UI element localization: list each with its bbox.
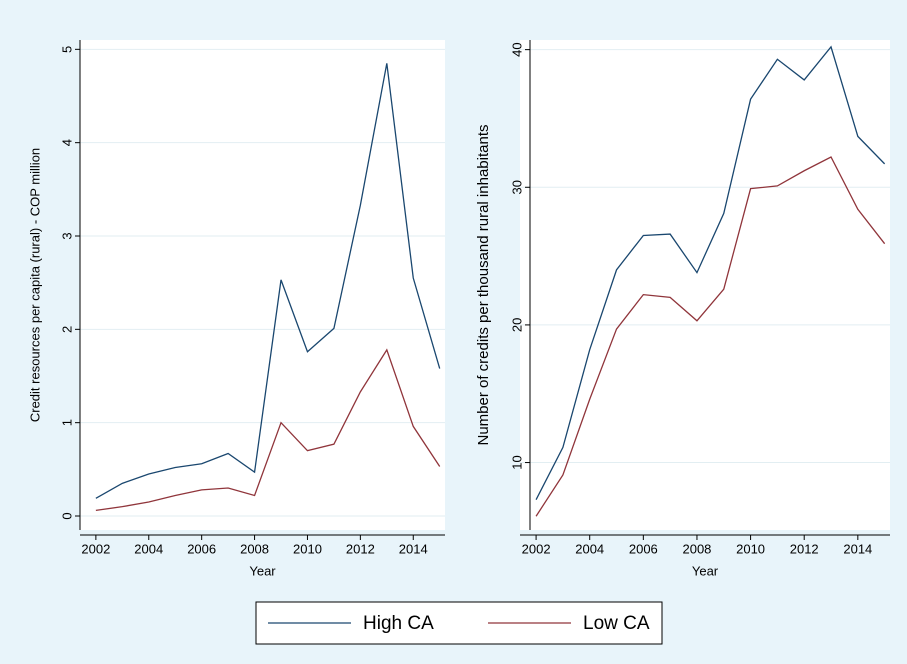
- y-tick-label: 10: [509, 455, 524, 469]
- x-axis-title: Year: [692, 563, 719, 578]
- y-tick-label: 3: [59, 232, 74, 239]
- y-tick-label: 20: [509, 318, 524, 332]
- x-axis-title: Year: [249, 563, 276, 578]
- x-tick-label: 2002: [522, 541, 551, 556]
- x-tick-label: 2004: [575, 541, 604, 556]
- plot-area: [520, 40, 890, 530]
- x-tick-label: 2012: [790, 541, 819, 556]
- legend-label: Low CA: [583, 613, 650, 634]
- series-line: [95, 63, 441, 499]
- x-tick-label: 2010: [736, 541, 765, 556]
- x-tick-label: 2004: [134, 541, 163, 556]
- series-line: [535, 156, 886, 517]
- x-tick-label: 2006: [629, 541, 658, 556]
- x-tick-label: 2006: [187, 541, 216, 556]
- y-tick-label: 1: [59, 419, 74, 426]
- x-tick-label: 2002: [81, 541, 110, 556]
- x-tick-label: 2014: [399, 541, 428, 556]
- y-tick-label: 0: [59, 512, 74, 519]
- y-axis-title: Credit resources per capita (rural) - CO…: [27, 148, 42, 422]
- y-tick-label: 4: [59, 139, 74, 146]
- x-tick-label: 2008: [240, 541, 269, 556]
- legend-label: High CA: [363, 613, 434, 634]
- y-tick-label: 5: [59, 46, 74, 53]
- x-tick-label: 2010: [293, 541, 322, 556]
- series-line: [95, 348, 441, 512]
- series-line: [535, 45, 886, 501]
- x-tick-label: 2014: [843, 541, 872, 556]
- y-tick-label: 2: [59, 326, 74, 333]
- y-tick-label: 30: [509, 180, 524, 194]
- y-tick-label: 40: [509, 42, 524, 56]
- plot-area: [80, 40, 445, 530]
- y-axis-title: Number of credits per thousand rural inh…: [475, 124, 492, 445]
- x-tick-label: 2008: [682, 541, 711, 556]
- x-tick-label: 2012: [346, 541, 375, 556]
